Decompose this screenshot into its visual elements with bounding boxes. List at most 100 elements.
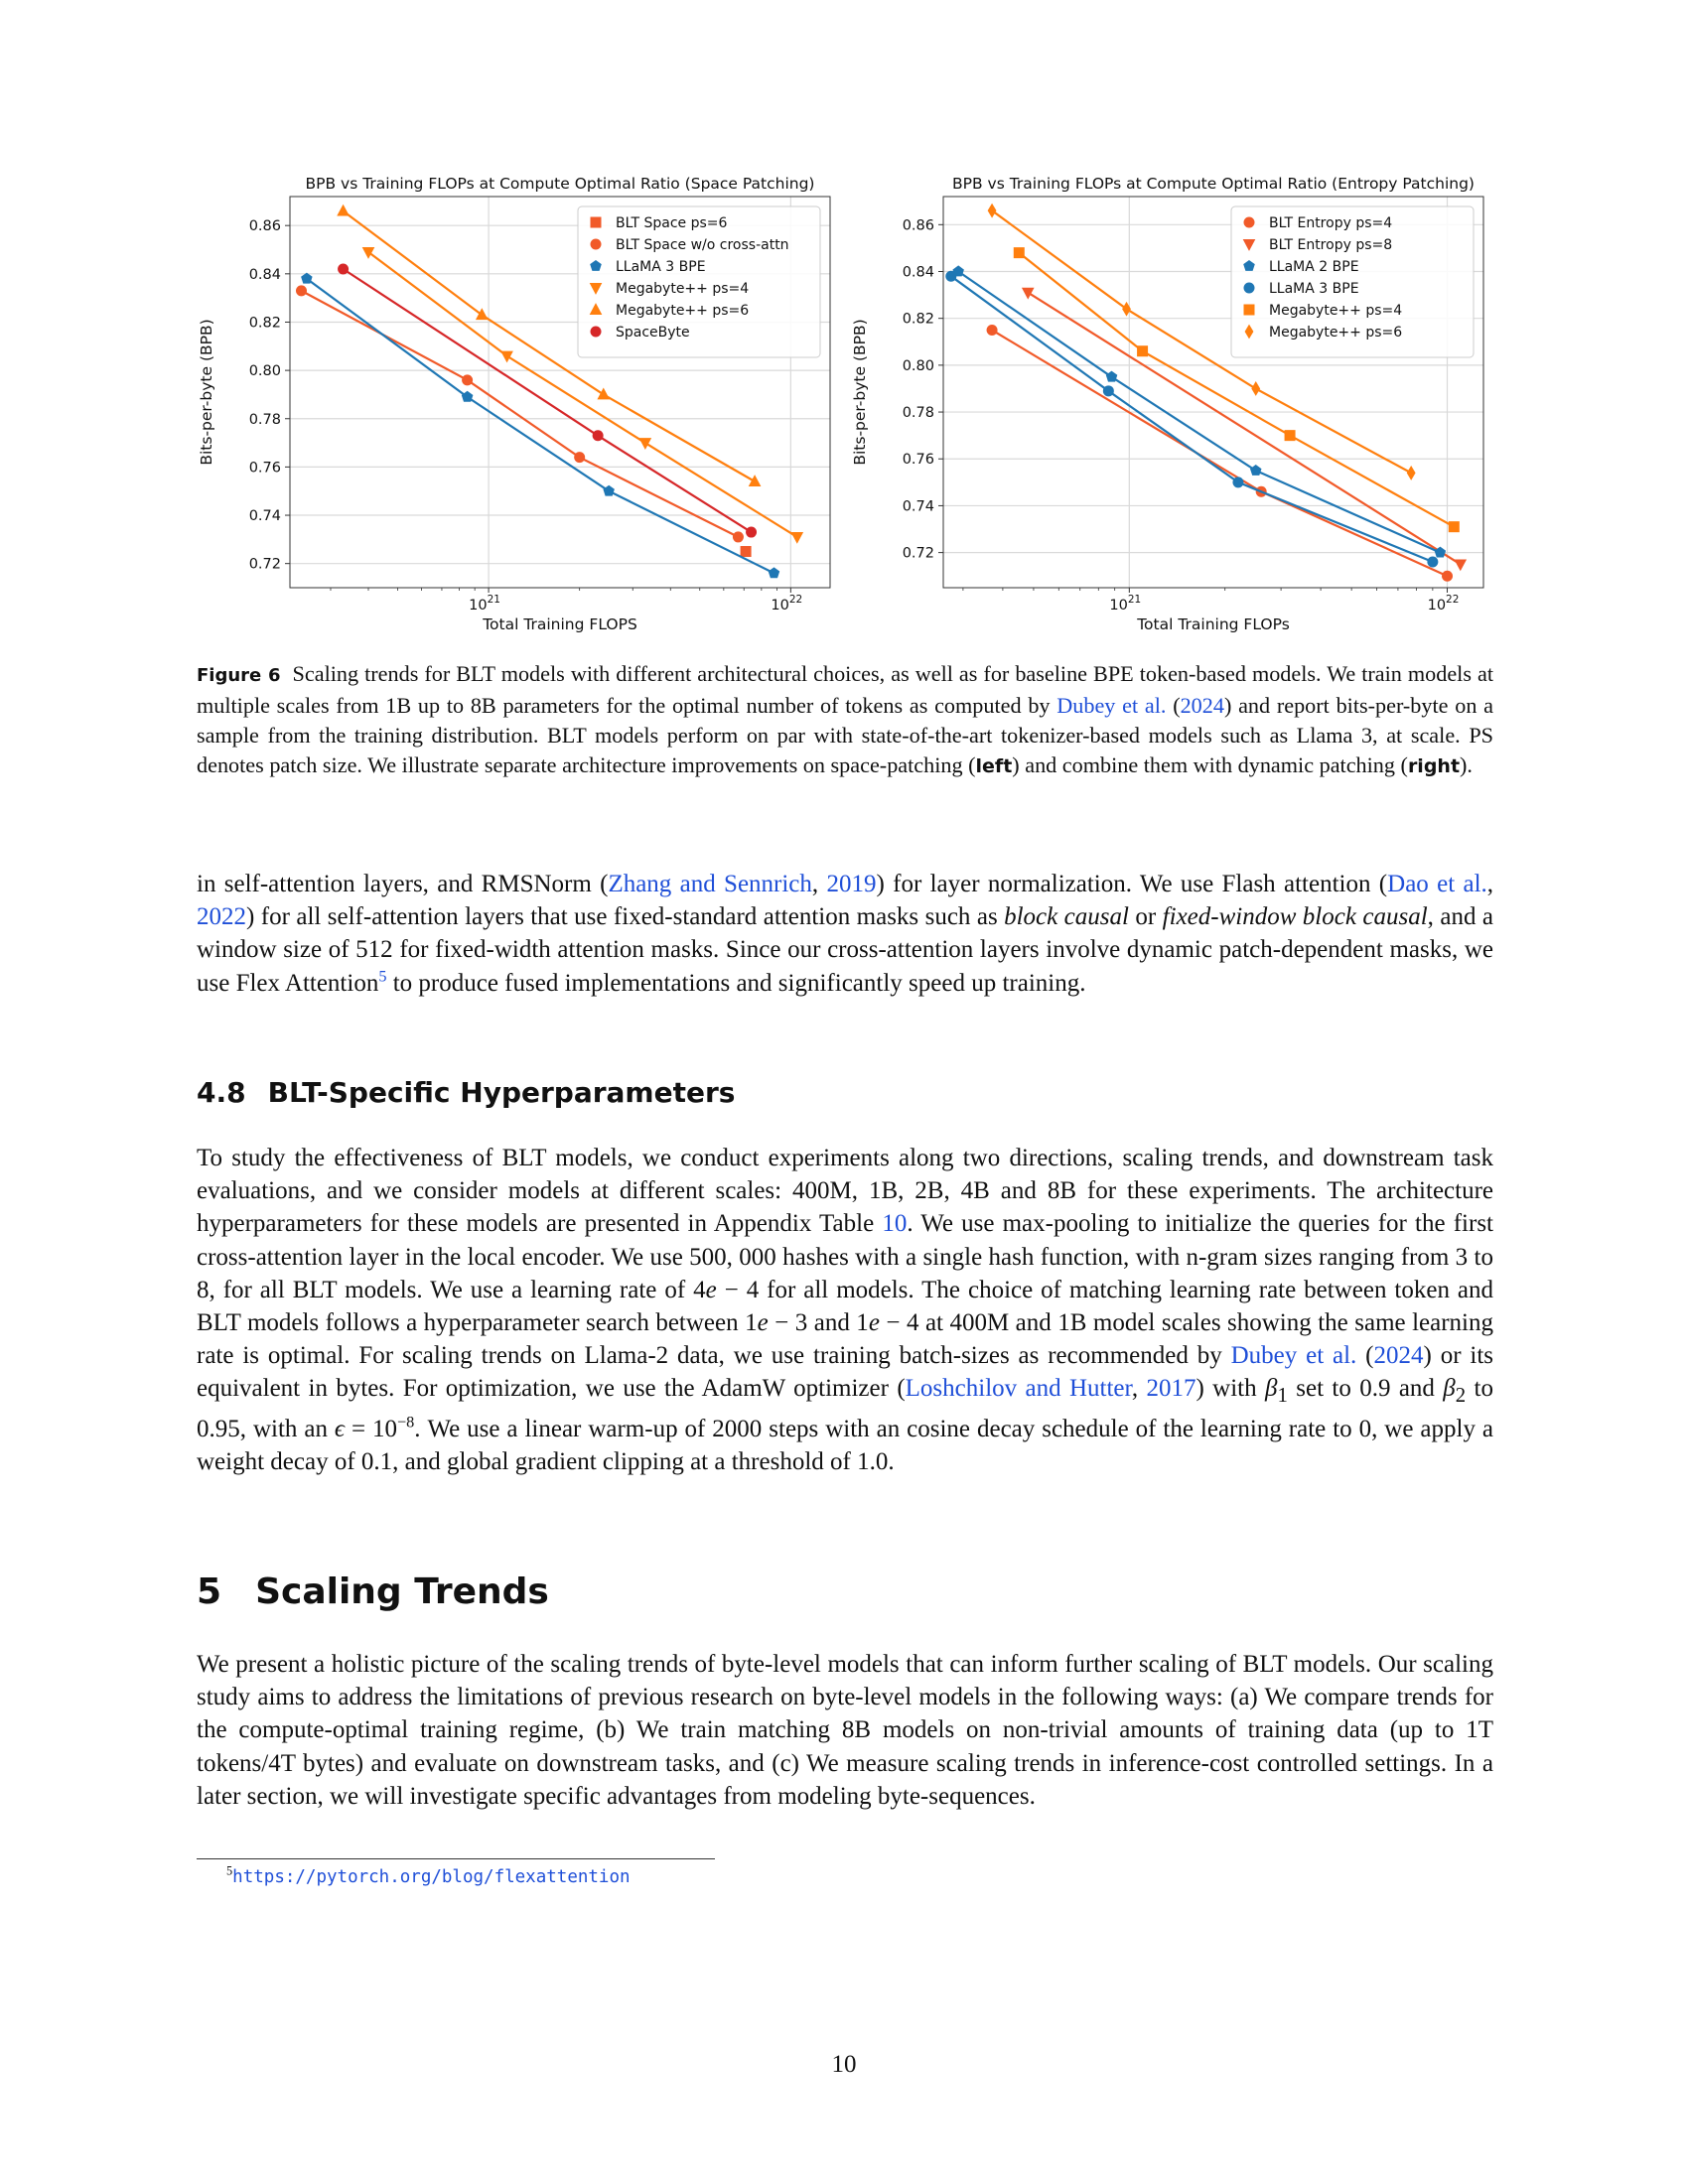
legend-marker-blt-space-ps-6 — [590, 216, 602, 228]
data-point-llama-3-bpe — [1232, 477, 1244, 488]
legend-label: Megabyte++ ps=6 — [616, 303, 749, 319]
plot-frame — [289, 196, 831, 589]
legend-label: Megabyte++ ps=4 — [616, 281, 749, 297]
data-point-blt-space-ps-6 — [740, 546, 752, 558]
y-tick-label: 0.74 — [903, 498, 934, 514]
legend-marker-llama-2-bpe — [1243, 260, 1255, 271]
y-tick-label: 0.84 — [249, 267, 281, 283]
legend-marker-megabyte-ps-4 — [1243, 304, 1255, 316]
series-line-llama-3-bpe — [950, 275, 1434, 564]
chart-title: BPB vs Training FLOPs at Compute Optimal… — [306, 175, 815, 193]
x-axis-label: Total Training FLOPS — [482, 615, 637, 633]
citation-dubey-year[interactable]: 2024 — [1373, 1342, 1424, 1370]
data-point-blt-entropy-ps-4 — [986, 324, 998, 336]
data-point-blt-space-w-o-cross-attn — [295, 285, 307, 297]
footnote-ref-5[interactable]: 5 — [378, 967, 387, 986]
footnote-link[interactable]: https://pytorch.org/blog/flexattention — [232, 1867, 631, 1887]
y-tick-label: 0.80 — [249, 363, 281, 379]
y-tick-label: 0.80 — [903, 358, 934, 374]
y-axis-label: Bits-per-byte (BPB) — [851, 319, 869, 465]
legend-label: BLT Entropy ps=4 — [1269, 215, 1392, 231]
section-heading-4-8: 4.8 BLT-Specific Hyperparameters — [197, 1076, 736, 1109]
y-tick-label: 0.72 — [903, 546, 934, 562]
chart-svg: BPB vs Training FLOPs at Compute Optimal… — [198, 175, 831, 633]
data-point-megabyte-ps-6 — [337, 204, 350, 216]
body-paragraph: To study the effectiveness of BLT models… — [197, 1145, 1494, 1475]
citation-zhang-sennrich[interactable]: Zhang and Sennrich — [608, 871, 812, 897]
legend-label: Megabyte++ ps=6 — [1269, 325, 1402, 341]
y-tick-label: 0.76 — [249, 460, 281, 476]
data-point-spacebyte — [338, 263, 350, 275]
y-axis-label: Bits-per-byte (BPB) — [198, 319, 215, 465]
data-point-llama-2-bpe — [1250, 465, 1262, 476]
citation-loshchilov[interactable]: Loshchilov and Hutter — [905, 1375, 1132, 1403]
data-point-blt-space-w-o-cross-attn — [462, 374, 474, 386]
data-point-llama-3-bpe — [461, 390, 474, 402]
citation-dubey[interactable]: Dubey et al. — [1056, 693, 1167, 718]
section-heading-5: 5 Scaling Trends — [197, 1571, 549, 1612]
legend-label: BLT Space w/o cross-attn — [616, 237, 789, 253]
citation-dubey[interactable]: Dubey et al. — [1230, 1342, 1357, 1370]
legend-marker-spacebyte — [590, 326, 602, 338]
data-point-spacebyte — [592, 430, 604, 442]
chart-svg: BPB vs Training FLOPs at Compute Optimal… — [851, 175, 1484, 633]
plot-frame — [942, 196, 1484, 589]
y-tick-label: 0.78 — [903, 405, 934, 421]
legend-label: SpaceByte — [616, 325, 690, 341]
series-line-llama-3-bpe — [306, 277, 774, 575]
citation-dubey-year[interactable]: 2024 — [1180, 693, 1224, 718]
legend-label: LLaMA 3 BPE — [616, 259, 706, 275]
legend-marker-llama-3-bpe — [590, 260, 602, 271]
citation-dao-year[interactable]: 2022 — [197, 903, 246, 931]
data-point-blt-space-w-o-cross-attn — [574, 452, 586, 464]
figure-label: Figure 6 — [197, 665, 281, 686]
legend-label: BLT Space ps=6 — [616, 215, 728, 231]
series-line-megabyte-ps-6 — [991, 209, 1412, 475]
data-point-blt-entropy-ps-8 — [1454, 559, 1468, 572]
citation-dao[interactable]: Dao et al. — [1387, 871, 1487, 897]
body-paragraph: We present a holistic picture of the sca… — [197, 1651, 1493, 1810]
legend-marker-blt-entropy-ps-4 — [1243, 216, 1255, 228]
data-point-megabyte-ps-6 — [1122, 301, 1131, 317]
legend: BLT Space ps=6 BLT Space w/o cross-attn LL… — [577, 205, 821, 358]
data-point-megabyte-ps-4 — [638, 438, 652, 450]
data-point-llama-2-bpe — [1105, 370, 1118, 382]
y-tick-label: 0.72 — [249, 557, 281, 573]
data-point-megabyte-ps-6 — [1406, 465, 1416, 480]
footnote: 5https://pytorch.org/blog/flexattention — [226, 1863, 631, 1887]
data-point-megabyte-ps-6 — [597, 387, 611, 400]
y-tick-label: 0.76 — [903, 452, 934, 468]
data-point-megabyte-ps-6 — [1251, 381, 1261, 396]
legend-marker-megabyte-ps-6 — [589, 303, 603, 315]
data-point-llama-3-bpe — [301, 272, 313, 284]
citation-loshchilov-year[interactable]: 2017 — [1146, 1375, 1196, 1403]
legend-box — [1230, 205, 1475, 358]
y-tick-label: 0.78 — [249, 412, 281, 428]
data-point-megabyte-ps-6 — [475, 308, 489, 321]
data-point-megabyte-ps-4 — [1137, 345, 1149, 357]
table-ref[interactable]: 10 — [882, 1210, 908, 1238]
y-tick-label: 0.74 — [249, 508, 281, 524]
series-line-blt-entropy-ps-8 — [1027, 291, 1462, 566]
data-point-blt-entropy-ps-4 — [1442, 570, 1454, 582]
legend-marker-blt-entropy-ps-8 — [1242, 239, 1256, 251]
x-tick-label: 1022 — [771, 594, 802, 614]
series-line-megabyte-ps-4 — [1018, 251, 1455, 528]
data-point-megabyte-ps-4 — [790, 531, 804, 544]
figure-caption: Figure 6 Scaling trends for BLT models w… — [197, 661, 1494, 777]
series-line-llama-2-bpe — [957, 270, 1441, 554]
y-tick-label: 0.86 — [249, 218, 281, 234]
legend-marker-megabyte-ps-4 — [589, 283, 603, 295]
data-point-llama-3-bpe — [768, 567, 780, 579]
data-point-spacebyte — [746, 526, 758, 538]
data-point-megabyte-ps-4 — [1013, 247, 1025, 259]
citation-zhang-sennrich-year[interactable]: 2019 — [826, 871, 877, 897]
data-point-llama-3-bpe — [1427, 556, 1439, 568]
x-axis-label: Total Training FLOPs — [1136, 615, 1290, 633]
series-line-megabyte-ps-6 — [342, 209, 756, 482]
legend-label: LLaMA 2 BPE — [1269, 259, 1359, 275]
body-paragraph: in self-attention layers, and RMSNorm (Z… — [197, 871, 1494, 997]
figure-6: BPB vs Training FLOPs at Compute Optimal… — [195, 171, 1495, 637]
legend-label: BLT Entropy ps=8 — [1269, 237, 1392, 253]
series-line-megabyte-ps-4 — [367, 251, 798, 538]
